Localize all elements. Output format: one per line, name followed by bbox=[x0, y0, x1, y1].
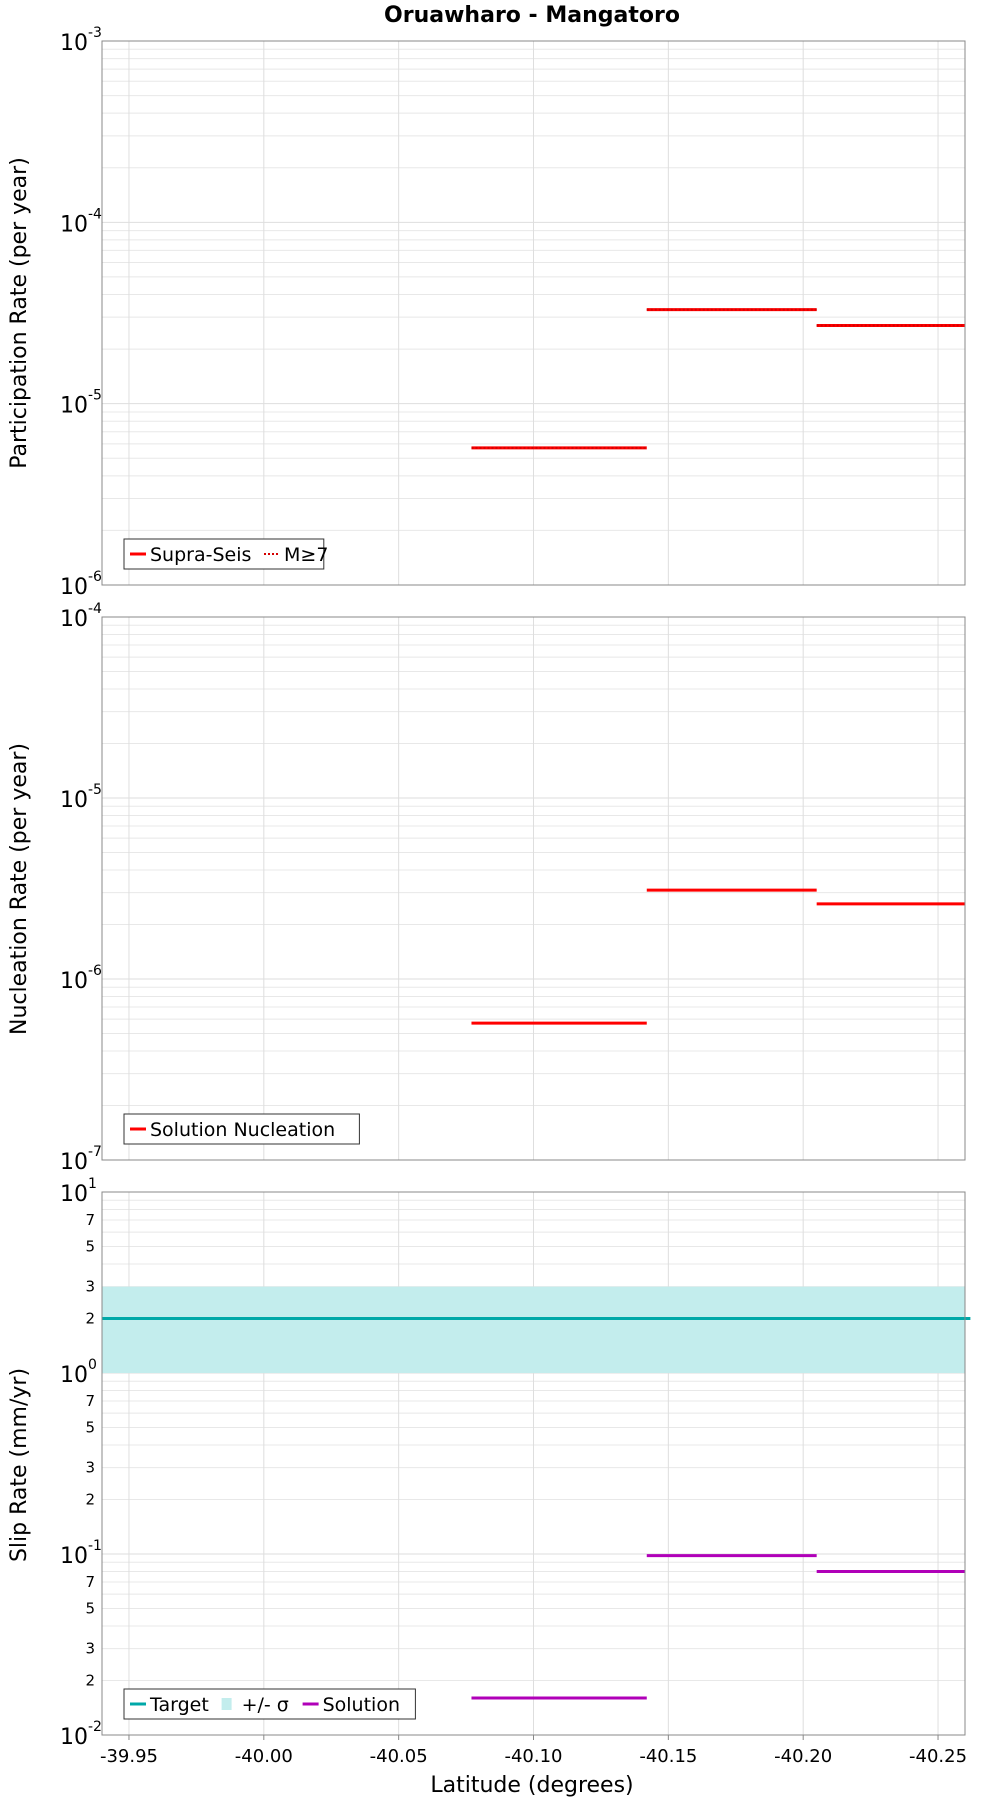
y-tick-exponent: -6 bbox=[88, 963, 102, 979]
y-tick-exponent: -5 bbox=[88, 782, 102, 798]
y-axis-label: Participation Rate (per year) bbox=[7, 157, 32, 469]
legend: Solution Nucleation bbox=[123, 1113, 360, 1145]
x-tick-label: -39.95 bbox=[100, 1746, 158, 1767]
y-minor-tick-label: 7 bbox=[85, 1392, 95, 1410]
x-axis-label: Latitude (degrees) bbox=[430, 1773, 633, 1798]
y-minor-tick-label: 2 bbox=[85, 1310, 95, 1328]
y-tick-label: 10 bbox=[60, 31, 88, 56]
x-tick-label: -40.25 bbox=[909, 1746, 967, 1767]
y-minor-tick-label: 7 bbox=[85, 1573, 95, 1591]
y-tick-exponent: 0 bbox=[88, 1357, 97, 1373]
legend-label: Supra-Seis bbox=[150, 544, 251, 566]
y-tick-exponent: -2 bbox=[88, 1719, 102, 1735]
y-tick-label: 10 bbox=[60, 969, 88, 994]
y-tick-label: 10 bbox=[60, 1544, 88, 1569]
y-axis-label: Slip Rate (mm/yr) bbox=[7, 1368, 32, 1562]
y-tick-label: 10 bbox=[60, 1182, 88, 1207]
y-tick-label: 10 bbox=[60, 394, 88, 419]
y-tick-label: 10 bbox=[60, 788, 88, 813]
y-tick-label: 10 bbox=[60, 1150, 88, 1175]
x-tick-label: -40.05 bbox=[370, 1746, 428, 1767]
y-minor-tick-label: 3 bbox=[85, 1640, 95, 1658]
y-tick-exponent: -3 bbox=[88, 25, 102, 41]
y-minor-tick-label: 7 bbox=[85, 1211, 95, 1229]
legend: Target +/- σ Solution bbox=[123, 1688, 416, 1720]
legend: Supra-Seis M≥7 bbox=[123, 538, 328, 570]
sigma-band bbox=[102, 1286, 965, 1373]
y-tick-exponent: -1 bbox=[88, 1538, 102, 1554]
legend-box bbox=[123, 1113, 360, 1145]
x-tick-label: -40.20 bbox=[774, 1746, 832, 1767]
y-tick-exponent: -7 bbox=[88, 1144, 102, 1160]
legend-box bbox=[123, 1688, 416, 1720]
plot-frame bbox=[101, 616, 966, 1161]
y-tick-exponent: -4 bbox=[88, 206, 102, 222]
legend-swatch bbox=[221, 1698, 232, 1710]
y-tick-label: 10 bbox=[60, 1363, 88, 1388]
y-tick-label: 10 bbox=[60, 575, 88, 600]
plot-frame bbox=[101, 40, 966, 586]
y-minor-tick-label: 2 bbox=[85, 1672, 95, 1690]
y-tick-exponent: -6 bbox=[88, 569, 102, 585]
x-tick-label: -40.00 bbox=[235, 1746, 293, 1767]
y-tick-label: 10 bbox=[60, 1725, 88, 1750]
y-tick-exponent: -5 bbox=[88, 388, 102, 404]
y-tick-exponent: -4 bbox=[88, 601, 102, 617]
y-tick-label: 10 bbox=[60, 607, 88, 632]
x-tick-label: -40.10 bbox=[504, 1746, 562, 1767]
y-tick-exponent: 1 bbox=[88, 1176, 97, 1192]
y-minor-tick-label: 5 bbox=[85, 1237, 95, 1255]
y-axis-label: Nucleation Rate (per year) bbox=[7, 743, 32, 1035]
y-minor-tick-label: 3 bbox=[85, 1278, 95, 1296]
legend-box bbox=[123, 538, 325, 570]
legend-label: +/- σ bbox=[242, 1694, 289, 1716]
x-tick-label: -40.15 bbox=[639, 1746, 697, 1767]
y-tick-label: 10 bbox=[60, 212, 88, 237]
y-minor-tick-label: 5 bbox=[85, 1418, 95, 1436]
legend-label: Target bbox=[149, 1694, 209, 1716]
y-minor-tick-label: 2 bbox=[85, 1491, 95, 1509]
legend-label: M≥7 bbox=[284, 544, 328, 566]
legend-label: Solution Nucleation bbox=[150, 1119, 335, 1141]
y-minor-tick-label: 3 bbox=[85, 1459, 95, 1477]
legend-label: Solution bbox=[323, 1694, 400, 1716]
chart-title: Oruawharo - Mangatoro bbox=[384, 3, 680, 28]
y-minor-tick-label: 5 bbox=[85, 1599, 95, 1617]
